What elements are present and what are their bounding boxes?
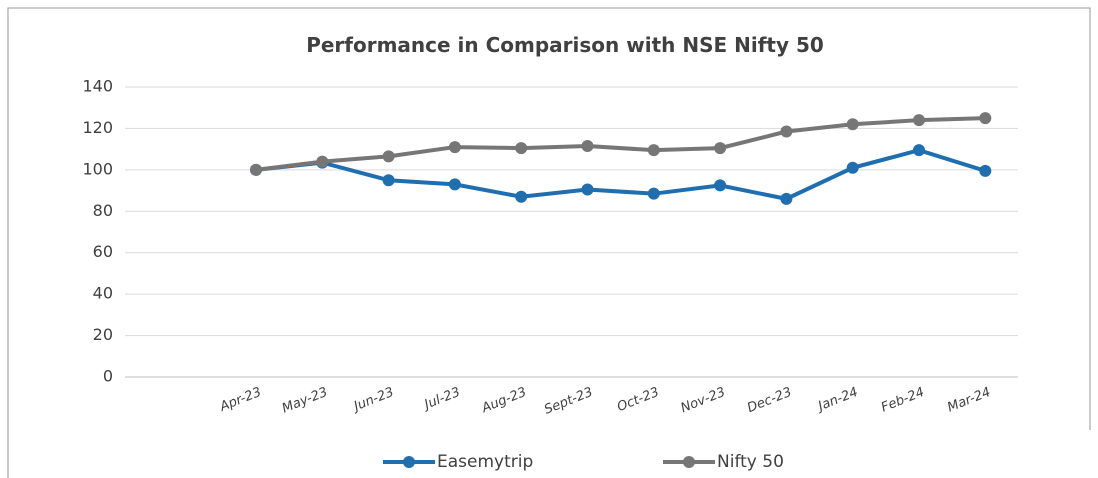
x-tick-label: Feb-24	[879, 385, 926, 416]
point	[714, 179, 727, 192]
x-tick-label: Jan-24	[814, 385, 861, 415]
y-tick-label: 100	[82, 159, 113, 178]
point	[780, 192, 793, 205]
y-tick-label: 80	[93, 201, 113, 220]
point	[448, 141, 461, 154]
x-tick-label: Sept-23	[542, 385, 595, 418]
line	[255, 116, 986, 172]
x-tick-label: Dec-23	[745, 385, 794, 416]
point	[913, 144, 925, 157]
point	[647, 187, 660, 200]
y-tick-label: 20	[93, 325, 113, 344]
legend-label: Nifty 50	[717, 452, 784, 472]
legend-label: Easemytrip	[437, 452, 533, 472]
x-tick-label: Mar-24	[945, 385, 992, 416]
point	[780, 125, 793, 138]
x-tick-label: Apr-23	[217, 385, 263, 415]
point	[382, 174, 395, 187]
y-tick-label: 140	[82, 77, 113, 96]
x-tick-label: Aug-23	[479, 385, 529, 417]
point	[846, 118, 859, 131]
x-tick-label: Oct-23	[615, 385, 661, 415]
y-tick-label: 120	[82, 118, 113, 137]
point	[448, 178, 461, 191]
frame	[7, 7, 1091, 478]
point	[714, 142, 727, 155]
point	[846, 161, 859, 174]
line	[255, 148, 986, 201]
point	[515, 142, 528, 155]
point	[913, 114, 925, 127]
x-tick-label: May-23	[280, 385, 330, 417]
chart-title: Performance in Comparison with NSE Nifty…	[306, 33, 824, 57]
point	[382, 150, 395, 163]
y-tick-label: 60	[93, 242, 113, 261]
x-tick-label: Jun-23	[349, 385, 396, 416]
point	[250, 163, 262, 176]
point	[647, 144, 660, 157]
point	[515, 190, 528, 203]
legend-marker	[683, 456, 695, 468]
x-tick-label: Jul-23	[420, 385, 463, 414]
y-tick-label: 40	[93, 284, 113, 303]
y-tick-label: 0	[103, 367, 113, 386]
point	[581, 183, 594, 196]
point	[316, 155, 329, 168]
point	[581, 140, 594, 153]
point	[979, 164, 992, 177]
legend-marker	[403, 456, 415, 468]
point	[979, 112, 992, 125]
x-tick-label: Nov-23	[679, 385, 728, 416]
